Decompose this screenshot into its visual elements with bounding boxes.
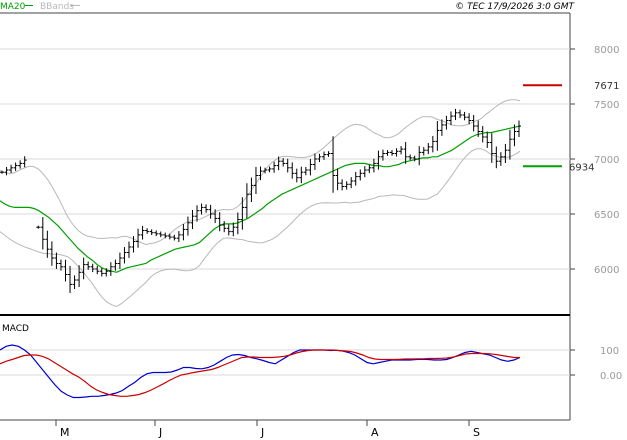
y-tick-label: 7500 xyxy=(594,100,619,111)
legend-ma20-swatch xyxy=(25,5,33,6)
y-tick-label: 7000 xyxy=(594,155,619,166)
level-label: 6934 xyxy=(569,162,594,173)
signal-line xyxy=(0,349,520,397)
macd-line xyxy=(0,344,521,399)
macd-y-tick-label: 100 xyxy=(600,346,619,357)
y-tick-label: 6000 xyxy=(594,265,619,276)
panel-divider xyxy=(0,314,570,316)
bbands-lower-line xyxy=(0,148,521,308)
macd-y-tick-label: 0.00 xyxy=(600,371,622,382)
x-tick-label: A xyxy=(371,426,379,439)
y-tick-label: 6500 xyxy=(594,210,619,221)
ma20-line xyxy=(0,125,521,273)
x-tick-label: S xyxy=(473,426,480,439)
x-tick-label: M xyxy=(60,426,70,439)
x-tick-label: J xyxy=(158,426,162,439)
y-tick-label: 8000 xyxy=(594,45,619,56)
copyright: © TEC 17/9/2026 3:0 GMT xyxy=(455,2,575,12)
macd-label: MACD xyxy=(2,324,29,334)
legend-bbands: BBands xyxy=(40,2,74,12)
x-tick-label: J xyxy=(260,426,264,439)
legend-ma20: MA20 xyxy=(0,2,26,12)
legend-bbands-swatch xyxy=(71,5,80,6)
level-label: 7671 xyxy=(594,81,619,92)
